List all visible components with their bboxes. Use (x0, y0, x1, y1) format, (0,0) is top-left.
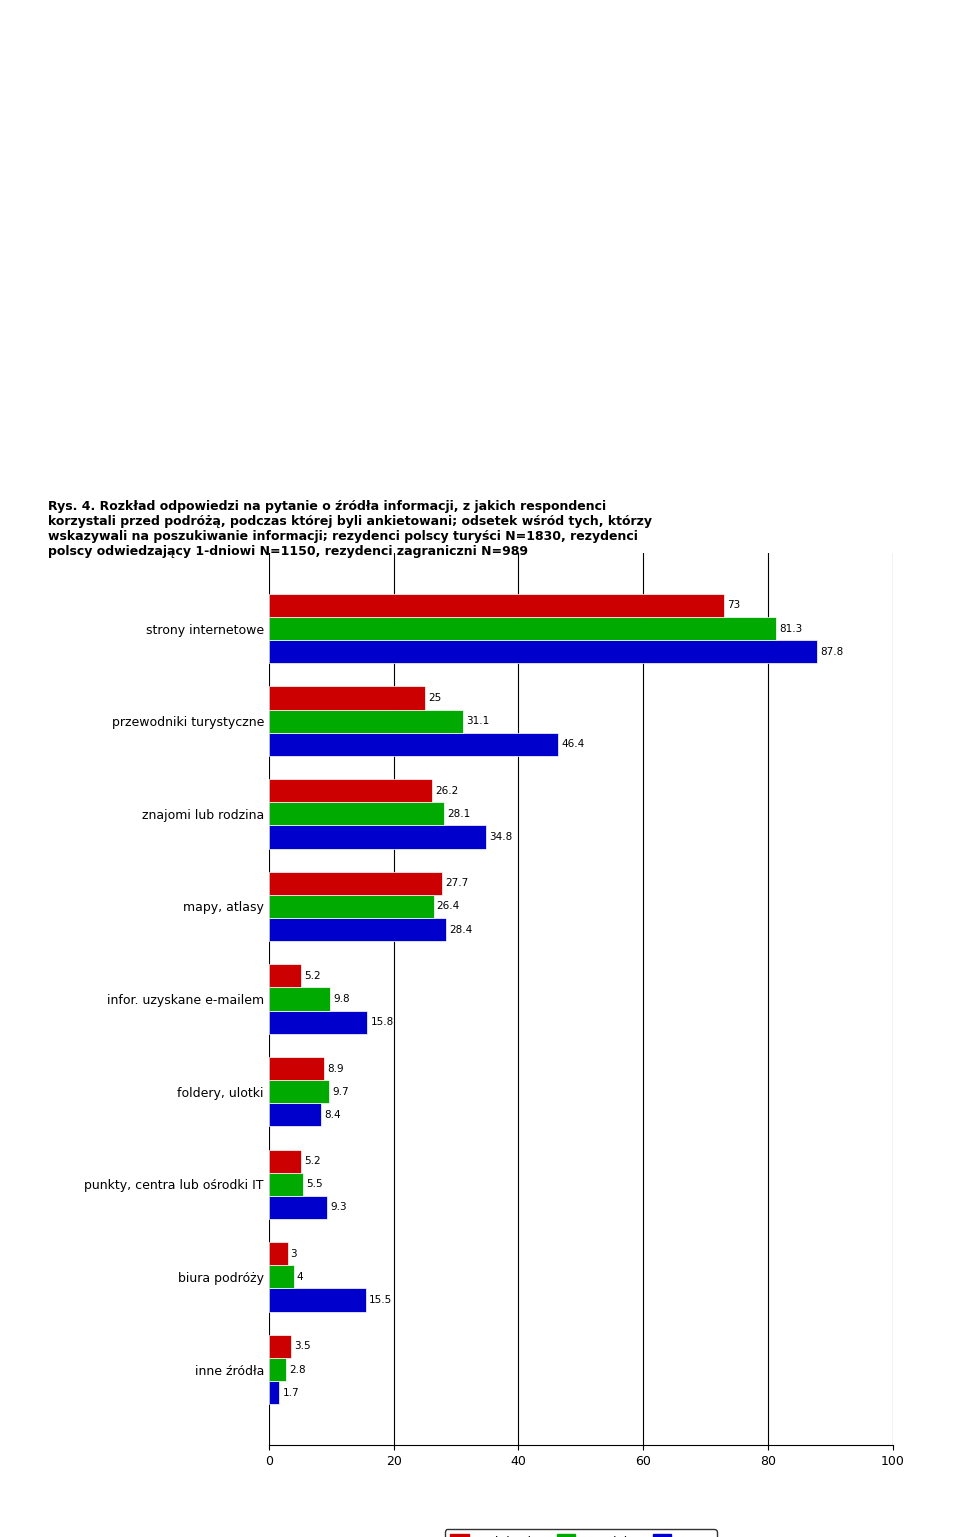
Bar (269, 616, 776, 639)
Bar (269, 1011, 368, 1034)
Text: 34.8: 34.8 (489, 832, 513, 842)
Bar (269, 1382, 279, 1405)
Bar (269, 964, 301, 987)
Text: 25: 25 (428, 693, 442, 702)
Bar (269, 1104, 322, 1127)
Bar (269, 687, 424, 710)
Bar (269, 1242, 288, 1265)
Text: 9.7: 9.7 (332, 1087, 349, 1097)
Bar (269, 1359, 286, 1382)
Text: 1.7: 1.7 (282, 1388, 300, 1397)
Bar (269, 1150, 301, 1173)
Legend: 1-dniowi, turyści, zagr.: 1-dniowi, turyści, zagr. (444, 1529, 717, 1537)
Text: Rys. 4. Rozkład odpowiedzi na pytanie o źródła informacji, z jakich respondenci
: Rys. 4. Rozkład odpowiedzi na pytanie o … (48, 500, 652, 558)
Bar (269, 779, 432, 802)
Bar (269, 1288, 366, 1311)
Bar (269, 871, 442, 895)
Bar (269, 895, 434, 918)
Text: 8.4: 8.4 (324, 1110, 341, 1120)
Bar (269, 639, 817, 664)
Text: 4: 4 (297, 1273, 303, 1282)
Text: 73: 73 (728, 601, 741, 610)
Bar (269, 918, 446, 941)
Text: 31.1: 31.1 (466, 716, 490, 725)
Text: 81.3: 81.3 (780, 624, 803, 633)
Bar (269, 1173, 303, 1196)
Text: 28.4: 28.4 (449, 925, 472, 934)
Bar (269, 1265, 294, 1288)
Bar (269, 733, 559, 756)
Text: 8.9: 8.9 (327, 1064, 344, 1073)
Bar (269, 825, 486, 848)
Text: 27.7: 27.7 (444, 878, 468, 888)
Text: 3.5: 3.5 (294, 1342, 310, 1351)
Text: 5.2: 5.2 (304, 971, 321, 981)
Text: 26.2: 26.2 (436, 785, 459, 796)
Text: 15.8: 15.8 (371, 1017, 394, 1027)
Text: 28.1: 28.1 (447, 808, 470, 819)
Text: 9.3: 9.3 (330, 1202, 347, 1213)
Text: 9.8: 9.8 (333, 994, 349, 1004)
Text: 87.8: 87.8 (820, 647, 843, 656)
Bar (269, 593, 725, 616)
Text: 3: 3 (291, 1248, 298, 1259)
Bar (269, 987, 330, 1011)
Text: 5.2: 5.2 (304, 1156, 321, 1167)
Bar (269, 710, 463, 733)
Bar (269, 1057, 324, 1081)
Bar (269, 1081, 329, 1104)
Text: 15.5: 15.5 (369, 1296, 392, 1305)
Bar (269, 802, 444, 825)
Bar (269, 1196, 326, 1219)
Text: 46.4: 46.4 (562, 739, 585, 750)
Text: 26.4: 26.4 (437, 901, 460, 911)
Bar (269, 1334, 291, 1359)
Text: 5.5: 5.5 (306, 1179, 323, 1190)
Text: 2.8: 2.8 (289, 1365, 306, 1374)
